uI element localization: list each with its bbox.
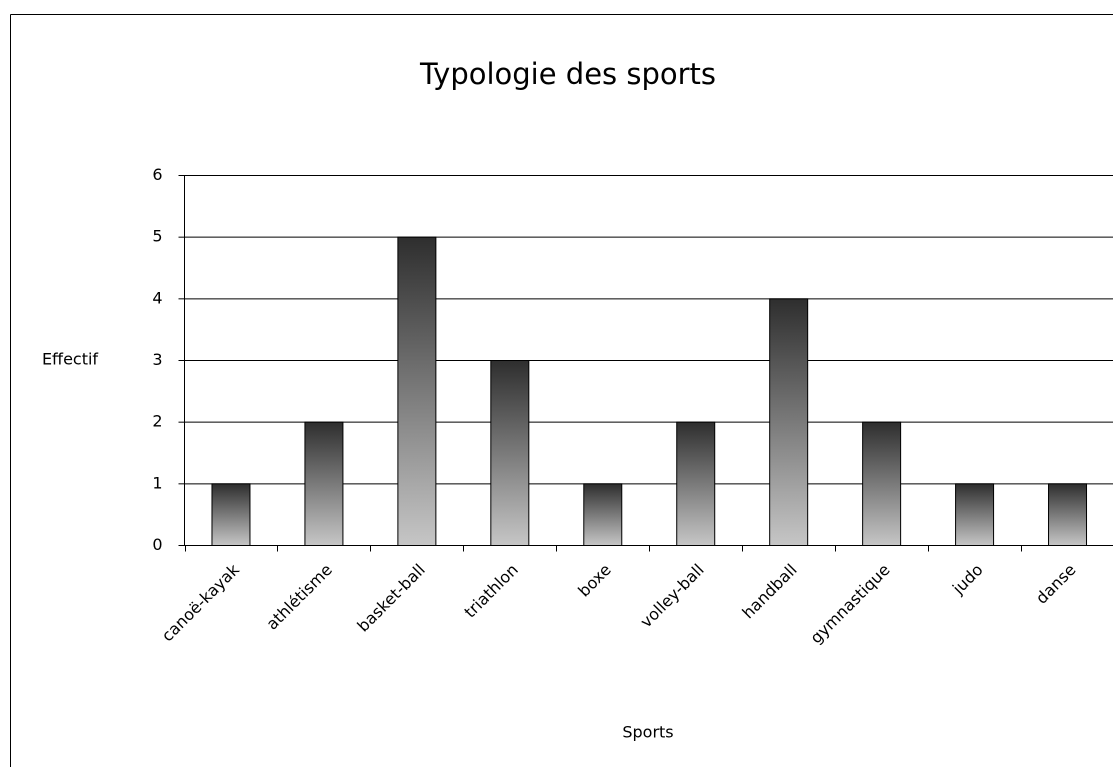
x-tick-label: judo: [948, 560, 987, 599]
y-tick-label: 0: [152, 535, 162, 554]
bar: [862, 421, 902, 546]
x-tick-label: boxe: [574, 560, 615, 601]
y-tick-label: 4: [152, 288, 162, 307]
x-axis-label: Sports: [622, 723, 673, 742]
y-tick-label: 1: [152, 473, 162, 492]
x-tick-label: volley-ball: [636, 560, 707, 631]
y-axis-label: Effectif: [42, 350, 98, 369]
bar: [955, 483, 995, 547]
x-tick-label: danse: [1032, 560, 1080, 608]
x-tick-label: triathlon: [460, 560, 521, 621]
x-tick-label: canoë-kayak: [158, 560, 244, 646]
bar: [211, 483, 251, 547]
x-tick-label: basket-ball: [353, 560, 428, 635]
y-tick-label: 2: [152, 412, 162, 431]
x-tick-label: athlétisme: [262, 560, 336, 634]
x-tick-label: gymnastique: [806, 560, 893, 647]
chart-title: Typologie des sports: [419, 57, 716, 91]
bar: [1048, 483, 1088, 547]
y-tick-label: 6: [152, 165, 162, 184]
x-tick-label: handball: [738, 560, 800, 622]
bar: [304, 421, 344, 546]
bar: [397, 236, 437, 547]
y-tick-label: 5: [152, 227, 162, 246]
y-tick-label: 3: [152, 350, 162, 369]
bar: [769, 298, 809, 547]
bar: [676, 421, 716, 546]
bar: [583, 483, 623, 547]
bar: [490, 360, 530, 546]
